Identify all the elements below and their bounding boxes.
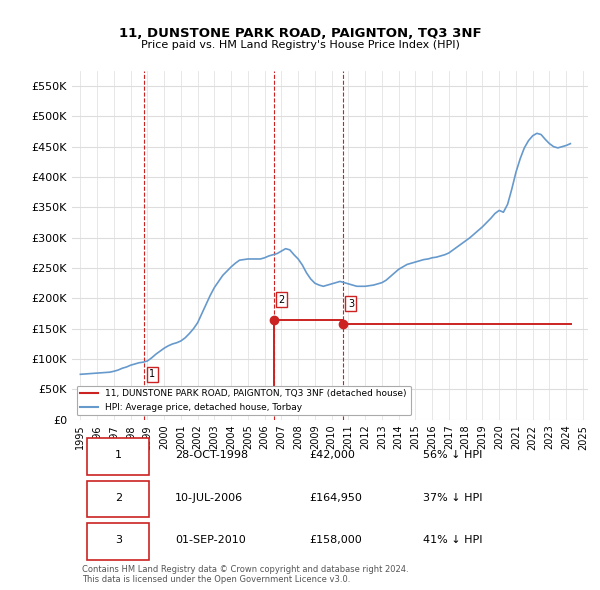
Text: 2: 2 — [115, 493, 122, 503]
Text: Contains HM Land Registry data © Crown copyright and database right 2024.
This d: Contains HM Land Registry data © Crown c… — [82, 565, 409, 584]
Text: £42,000: £42,000 — [310, 450, 355, 460]
Text: 28-OCT-1998: 28-OCT-1998 — [175, 450, 248, 460]
Text: £158,000: £158,000 — [310, 535, 362, 545]
Text: 10-JUL-2006: 10-JUL-2006 — [175, 493, 244, 503]
FancyBboxPatch shape — [88, 481, 149, 517]
Text: 37% ↓ HPI: 37% ↓ HPI — [423, 493, 482, 503]
Text: 3: 3 — [115, 535, 122, 545]
Text: 2: 2 — [278, 295, 285, 304]
Legend: 11, DUNSTONE PARK ROAD, PAIGNTON, TQ3 3NF (detached house), HPI: Average price, : 11, DUNSTONE PARK ROAD, PAIGNTON, TQ3 3N… — [77, 386, 410, 415]
Text: 1: 1 — [115, 450, 122, 460]
Text: 01-SEP-2010: 01-SEP-2010 — [175, 535, 246, 545]
Text: 11, DUNSTONE PARK ROAD, PAIGNTON, TQ3 3NF: 11, DUNSTONE PARK ROAD, PAIGNTON, TQ3 3N… — [119, 27, 481, 40]
Text: 1: 1 — [149, 369, 155, 379]
FancyBboxPatch shape — [88, 438, 149, 475]
Text: Price paid vs. HM Land Registry's House Price Index (HPI): Price paid vs. HM Land Registry's House … — [140, 40, 460, 50]
FancyBboxPatch shape — [88, 523, 149, 560]
Text: 41% ↓ HPI: 41% ↓ HPI — [423, 535, 482, 545]
Text: 3: 3 — [348, 299, 354, 309]
Text: £164,950: £164,950 — [310, 493, 362, 503]
Text: 56% ↓ HPI: 56% ↓ HPI — [423, 450, 482, 460]
